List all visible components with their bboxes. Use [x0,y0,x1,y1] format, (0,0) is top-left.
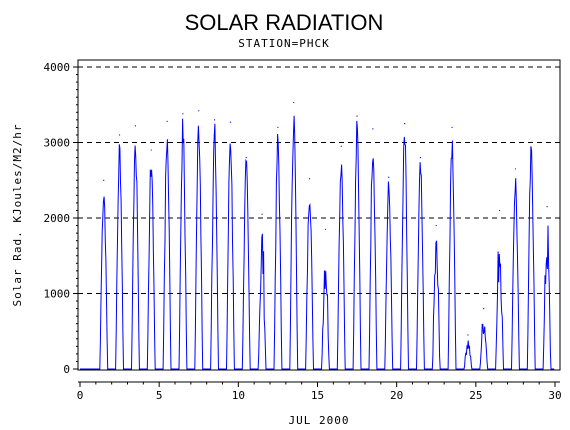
y-tick-label-0: 0 [63,363,70,376]
data-point-day-3 [134,125,137,127]
data-point-day-25 [483,308,485,310]
axes: 0 1000 2000 3000 4000 0 5 10 15 20 25 30 [44,61,562,402]
data-point-day-28 [530,141,532,144]
data-point-day-19 [388,176,390,178]
data-point-day-22 [435,224,437,227]
data-point-day-14 [308,178,311,180]
series-layer [80,101,555,370]
data-point-day-2 [118,134,121,136]
data-point-day-20 [403,123,406,125]
x-tick-label-15: 15 [311,389,324,402]
x-tick-label-10: 10 [232,389,245,402]
data-point-day-15 [324,228,327,230]
data-point-day-18 [372,128,374,130]
data-point-day-29 [546,206,548,208]
data-point-day-7 [198,110,200,112]
x-tick-label-20: 20 [390,389,403,402]
data-point-day-11 [261,213,263,215]
data-point-day-17 [356,115,358,117]
chart-subtitle: STATION=PHCK [238,37,329,50]
chart-title: SOLAR RADIATION [185,10,384,35]
x-tick-label-25: 25 [469,389,482,402]
data-point-day-1 [103,179,105,181]
data-point-day-13 [293,101,295,104]
data-point-day-21 [419,157,422,159]
data-point-day-26 [498,209,501,212]
y-tick-label-4000: 4000 [44,61,71,74]
data-point-day-23 [451,126,453,128]
data-point-day-5 [166,120,168,122]
x-tick-label-0: 0 [77,389,84,402]
y-tick-label-2000: 2000 [44,212,71,225]
data-point-day-16 [340,145,342,147]
y-tick-label-3000: 3000 [44,137,71,150]
data-point-day-27 [514,168,517,170]
data-point-day-9 [229,121,232,123]
x-axis-label: JUL 2000 [289,414,350,427]
y-tick-label-1000: 1000 [44,288,71,301]
data-point-day-12 [277,126,279,128]
x-tick-label-30: 30 [548,389,561,402]
plot-frame [77,59,561,371]
x-tick-label-5: 5 [156,389,163,402]
series-line-solar-radiation [80,115,555,370]
y-axis-label: Solar Rad. KJoules/M2/hr [11,124,24,307]
data-point-day-10 [245,157,247,159]
data-point-day-24 [467,334,469,336]
data-point-day-8 [213,119,216,121]
data-point-day-4 [150,149,152,151]
data-point-day-6 [182,113,184,115]
